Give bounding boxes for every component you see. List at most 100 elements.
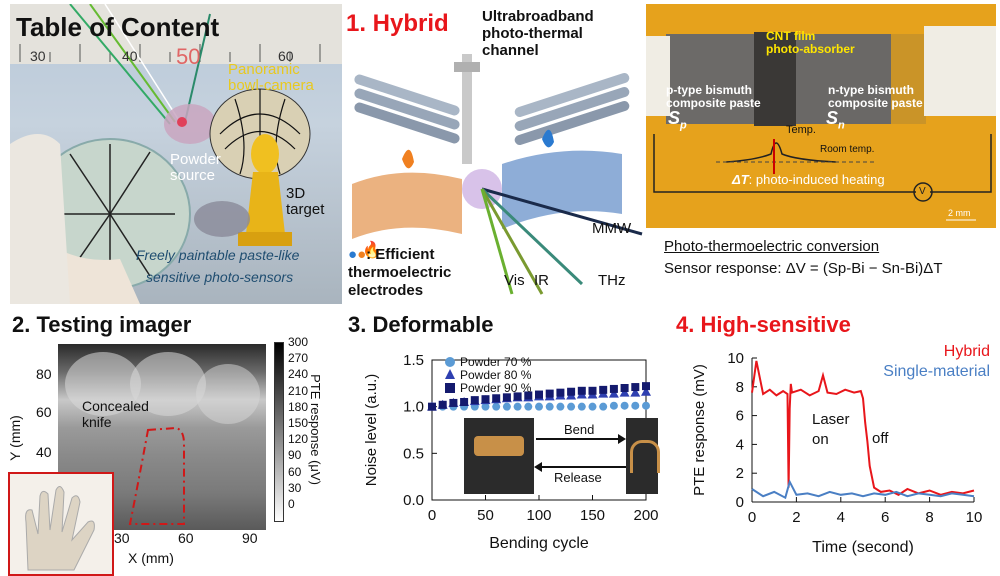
panoramic-label-line2: bowl-camera bbox=[228, 77, 314, 94]
delta-t-symbol: ΔT bbox=[732, 172, 749, 187]
noise-point-powder90 bbox=[438, 400, 447, 409]
noise-point-powder70 bbox=[642, 401, 650, 410]
finger-blob-3 bbox=[196, 364, 260, 424]
cnt-label: CNT film photo-absorber bbox=[766, 30, 855, 56]
paintable-caption: Freely paintable paste-like sensitive ph… bbox=[136, 244, 299, 288]
ray-mmw bbox=[481, 187, 643, 236]
noise-chart: 0.0 0.5 1.0 1.5 0 50 100 150 200 Bending cycle Noi… bbox=[363, 352, 659, 552]
powder-label: Powder source bbox=[170, 152, 221, 184]
pte-line-hybrid bbox=[751, 360, 975, 496]
noise-point-powder70 bbox=[545, 402, 554, 411]
glove-inset-image bbox=[25, 486, 95, 571]
target-body bbox=[246, 172, 285, 234]
pte-xtick-label: 10 bbox=[966, 509, 983, 526]
pte-xtick-label: 4 bbox=[837, 509, 845, 526]
noise-point-powder80 bbox=[630, 387, 641, 397]
ray-thz bbox=[480, 187, 584, 286]
pte-ytick-label: 6 bbox=[736, 408, 744, 425]
n-type-label-line1: n-type bismuth bbox=[828, 83, 914, 97]
knife-annotation-line1: Concealed bbox=[82, 398, 149, 414]
noise-point-powder90 bbox=[428, 402, 436, 411]
noise-point-powder70 bbox=[631, 401, 640, 410]
n-electrode-sheet bbox=[502, 150, 622, 229]
imager-ytick-40: 40 bbox=[36, 444, 52, 460]
glove-inset bbox=[8, 472, 114, 576]
cnt-label-line1: CNT film bbox=[766, 29, 816, 43]
bend-photo-left-sample bbox=[474, 436, 524, 456]
release-arrow bbox=[540, 466, 626, 468]
p-electrode-sheet bbox=[352, 172, 462, 239]
colorbar-tick-300: 300 bbox=[288, 335, 309, 349]
noise-ylabel: Noise level (a.u.) bbox=[363, 374, 380, 487]
pte-line-single bbox=[751, 479, 975, 500]
legend-label-single: Single-material bbox=[883, 363, 990, 380]
pte-ytick-label: 8 bbox=[736, 379, 744, 396]
colorbar-tick-270: 270 bbox=[288, 351, 309, 366]
focus-spot bbox=[177, 117, 187, 127]
channel-label: Ultrabroadband photo-thermal channel bbox=[482, 8, 594, 59]
target-label-line2: target bbox=[286, 201, 325, 218]
ruler-40: 40 bbox=[122, 48, 138, 64]
pte-ytick-label: 0 bbox=[736, 494, 744, 511]
legend-marker-powder90 bbox=[445, 383, 455, 393]
voltmeter-label: V bbox=[919, 186, 926, 197]
noise-point-powder90 bbox=[567, 387, 576, 396]
n-type-label-line2: composite paste bbox=[828, 96, 923, 110]
colorbar-tick-240: 240 bbox=[288, 367, 309, 382]
noise-point-powder70 bbox=[481, 402, 490, 411]
imager-xtick-30: 30 bbox=[114, 530, 130, 546]
panoramic-label: Panoramic bowl-camera bbox=[228, 62, 314, 94]
bend-photo-right bbox=[626, 418, 660, 494]
knife-annotation-line2: knife bbox=[82, 414, 112, 430]
hybrid-diagram: 🔥 bbox=[352, 54, 643, 295]
electrode-label-line3: electrodes bbox=[348, 282, 424, 299]
cnt-label-line2: photo-absorber bbox=[766, 42, 855, 56]
noise-point-powder90 bbox=[588, 386, 597, 395]
noise-point-powder70 bbox=[567, 402, 576, 411]
noise-point-powder70 bbox=[556, 402, 565, 411]
toc-photo bbox=[10, 4, 342, 304]
bend-arrow bbox=[536, 438, 622, 440]
pte-xtick-label: 2 bbox=[792, 509, 800, 526]
deformable-heading: 3. Deformable bbox=[348, 312, 494, 337]
pte-ytick-label: 2 bbox=[736, 465, 744, 482]
ray-green bbox=[69, 4, 171, 125]
pte-ylabel: PTE response (mV) bbox=[691, 364, 708, 496]
noise-point-powder90 bbox=[535, 390, 543, 399]
colorbar-tick-180: 180 bbox=[288, 399, 309, 414]
noise-point-powder90 bbox=[470, 396, 479, 405]
paintable-caption-line1: Freely paintable paste-like bbox=[136, 247, 300, 263]
colorbar-tick-90: 90 bbox=[288, 448, 302, 463]
temp-label: Temp. bbox=[786, 124, 816, 136]
noise-point-powder90 bbox=[577, 386, 586, 395]
noise-ytick-label: 1.0 bbox=[403, 399, 424, 416]
target-base bbox=[238, 232, 292, 246]
p-type-label: p-type bismuth composite paste bbox=[666, 84, 761, 110]
circuit-wire-left bbox=[653, 134, 916, 193]
electrode-rods-left bbox=[354, 74, 460, 144]
n-symbol: Sn bbox=[826, 108, 845, 132]
n-paste bbox=[786, 34, 891, 124]
electrode-label: ●●: Efficient thermoelectric electrodes bbox=[348, 246, 451, 300]
bend-photo-right-sample bbox=[630, 440, 660, 473]
n-type-label: n-type bismuth composite paste bbox=[828, 84, 923, 110]
electrode-label-line1: : Efficient bbox=[366, 246, 435, 263]
electrode-rods-right bbox=[514, 73, 630, 145]
noise-xtick-label: 50 bbox=[477, 507, 494, 524]
pte-ytick-label: 4 bbox=[736, 436, 744, 453]
colorbar-tick-210: 210 bbox=[288, 383, 309, 398]
temp-profile-curve bbox=[725, 142, 837, 163]
cnt-film bbox=[754, 32, 796, 126]
target-label: 3D target bbox=[286, 186, 324, 218]
right-tape bbox=[924, 26, 996, 116]
imager-xlabel: X (mm) bbox=[128, 550, 174, 566]
voltmeter-icon bbox=[913, 182, 933, 202]
noise-point-powder90 bbox=[556, 388, 565, 397]
bend-label: Bend bbox=[564, 422, 595, 437]
deformable-panel: 3. Deformable 0.0 0.5 1.0 1.5 0 50 100 150 200 Be… bbox=[346, 310, 664, 576]
noise-point-powder90 bbox=[609, 384, 618, 393]
noise-point-powder90 bbox=[545, 389, 554, 398]
noise-xtick-label: 200 bbox=[633, 507, 658, 524]
probe bbox=[462, 54, 472, 164]
legend-label-triangle: Powder 80 % bbox=[460, 368, 532, 382]
